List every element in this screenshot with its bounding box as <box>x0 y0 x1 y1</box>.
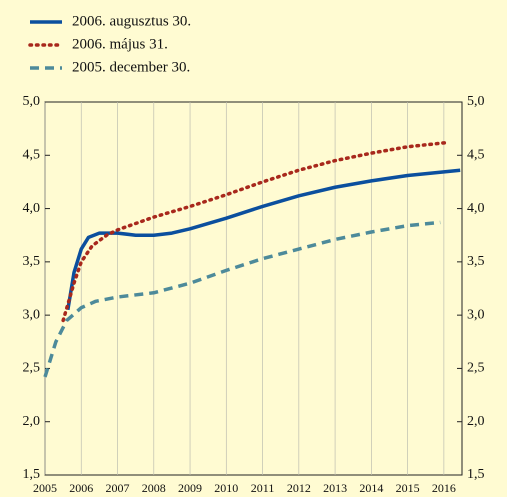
y2-tick-label: 4,5 <box>467 148 485 163</box>
x-tick-label: 2005 <box>33 481 57 495</box>
y2-tick-label: 3,5 <box>467 254 485 269</box>
y2-tick-label: 5,0 <box>467 94 485 109</box>
plot-frame <box>44 101 463 476</box>
x-tick-label: 2006 <box>69 481 93 495</box>
y-tick-label: 4,5 <box>23 148 41 163</box>
x-tick-label: 2007 <box>106 481 130 495</box>
y2-tick-label: 2,5 <box>467 361 485 376</box>
x-tick-label: 2014 <box>359 481 383 495</box>
y2-tick-label: 4,0 <box>467 201 485 216</box>
y2-tick-label: 2,0 <box>467 414 485 429</box>
legend-label: 2005. december 30. <box>72 59 190 75</box>
series-line <box>61 140 450 323</box>
legend-label: 2006. május 31. <box>72 36 168 52</box>
x-tick-label: 2010 <box>214 481 238 495</box>
x-tick-label: 2011 <box>251 481 275 495</box>
y-tick-label: 1,5 <box>23 467 41 482</box>
legend-label: 2006. augusztus 30. <box>72 13 191 29</box>
y2-tick-label: 1,5 <box>467 467 485 482</box>
x-tick-label: 2012 <box>287 481 311 495</box>
y-tick-label: 4,0 <box>23 201 41 216</box>
x-tick-label: 2013 <box>323 481 347 495</box>
x-tick-label: 2009 <box>178 481 202 495</box>
y-tick-label: 3,0 <box>23 307 41 322</box>
y-tick-label: 2,5 <box>23 361 41 376</box>
x-tick-label: 2016 <box>432 481 456 495</box>
y-tick-label: 5,0 <box>23 94 41 109</box>
x-tick-label: 2008 <box>142 481 166 495</box>
series-line <box>66 168 461 311</box>
x-tick-label: 2015 <box>396 481 420 495</box>
y-tick-label: 2,0 <box>23 414 41 429</box>
y2-tick-label: 3,0 <box>467 307 485 322</box>
series-line <box>43 220 441 378</box>
y-tick-label: 3,5 <box>23 254 41 269</box>
